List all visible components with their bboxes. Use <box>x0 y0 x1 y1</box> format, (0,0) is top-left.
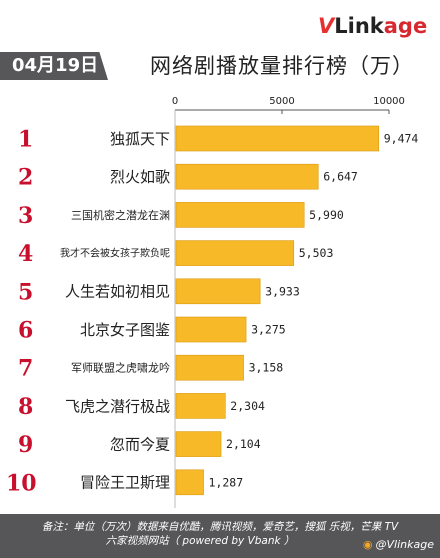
value-label: 3,933 <box>265 284 300 298</box>
bar <box>175 125 380 152</box>
footer-note: 备注：单位（万次）数据来自优酷，腾讯视频，爱奇艺，搜狐 乐视，芒果 TV 六家视… <box>0 514 440 558</box>
value-label: 5,990 <box>309 208 344 222</box>
bar <box>175 316 247 343</box>
x-tick-label: 0 <box>172 96 178 107</box>
bar <box>175 278 261 305</box>
category-label: 飞虎之潜行极战 <box>65 397 170 415</box>
bar <box>175 202 305 228</box>
value-label: 1,287 <box>209 475 244 489</box>
value-label: 5,503 <box>299 246 334 260</box>
value-label: 2,304 <box>230 399 265 413</box>
category-label: 三国机密之潜龙在渊 <box>71 208 170 222</box>
chart-title: 网络剧播放量排行榜（万） <box>150 54 414 78</box>
rank-number: 8 <box>18 394 33 420</box>
category-label: 北京女子图鉴 <box>80 321 170 339</box>
rank-number: 5 <box>18 279 33 305</box>
category-label: 我才不会被女孩子欺负呢 <box>60 247 170 260</box>
rank-number: 9 <box>18 432 33 458</box>
x-tick-label: 5000 <box>269 96 294 107</box>
category-label: 人生若如初相见 <box>65 283 170 301</box>
rank-number: 1 <box>18 127 33 153</box>
rank-number: 6 <box>18 318 33 344</box>
value-label: 9,474 <box>384 132 419 146</box>
category-label: 忽而今夏 <box>110 435 170 453</box>
category-label: 冒险王卫斯理 <box>80 474 170 492</box>
bar <box>175 354 244 381</box>
weibo-icon: ◉ <box>362 538 373 551</box>
rank-number: 2 <box>18 165 33 191</box>
x-tick-label: 10000 <box>373 96 405 107</box>
footer-line-2: 六家视频网站（ powered by Vbank ） <box>105 535 295 547</box>
value-label: 3,158 <box>249 361 284 375</box>
brand-logo: VLinkage <box>318 14 428 38</box>
category-label: 军师联盟之虎啸龙吟 <box>71 361 170 375</box>
category-label: 烈火如歌 <box>110 168 170 186</box>
value-label: 2,104 <box>226 437 261 451</box>
value-label: 3,275 <box>251 323 286 337</box>
rank-number: 10 <box>6 470 37 496</box>
weibo-handle: ◉ @Vlinkage <box>362 538 434 551</box>
bar <box>175 163 319 190</box>
value-label: 6,647 <box>323 170 358 184</box>
bar <box>175 240 295 266</box>
bar <box>175 431 222 457</box>
date-tag: 04月19日 <box>0 52 108 80</box>
category-label: 独孤天下 <box>110 130 170 148</box>
bar-chart: 0 5000 10000 1 独孤天下 9,474 2 烈火如歌 6,647 3 三国机密之潜龙在… <box>6 96 419 508</box>
bar <box>175 393 226 419</box>
rank-number: 3 <box>18 203 33 229</box>
rank-number: 4 <box>18 241 33 267</box>
bar <box>175 469 204 496</box>
rank-number: 7 <box>18 356 33 382</box>
footer-line-1: 备注：单位（万次）数据来自优酷，腾讯视频，爱奇艺，搜狐 乐视，芒果 TV <box>41 521 399 533</box>
